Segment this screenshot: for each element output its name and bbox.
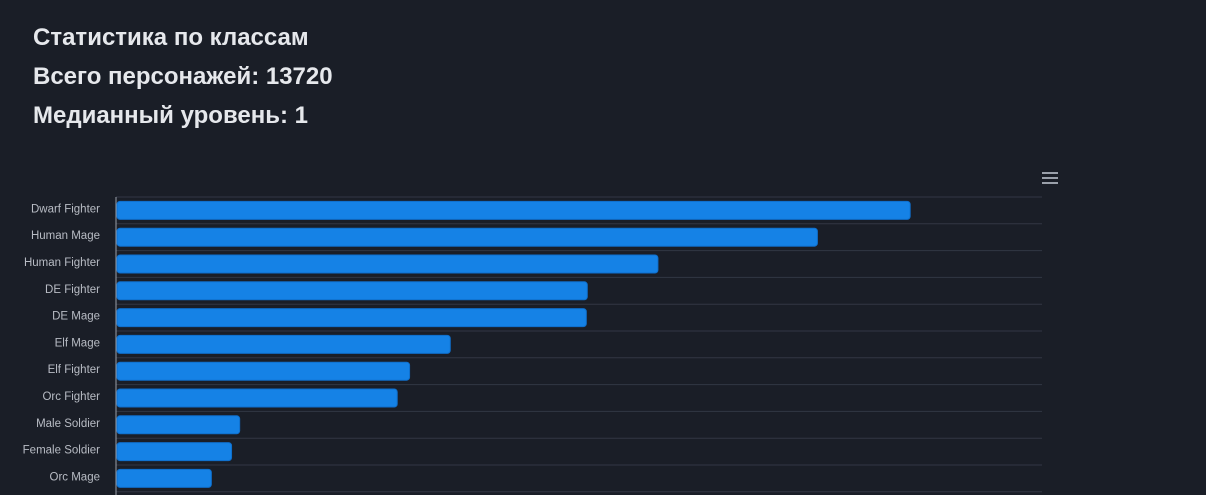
category-label: DE Fighter bbox=[45, 284, 100, 296]
category-label: Male Soldier bbox=[36, 418, 100, 430]
median-level: Медианный уровень: 1 bbox=[33, 102, 308, 129]
total-characters: Всего персонажей: 13720 bbox=[33, 63, 333, 90]
bar-elf-mage bbox=[116, 334, 451, 354]
category-label: Female Soldier bbox=[23, 445, 101, 457]
category-label: Orc Mage bbox=[50, 471, 101, 483]
bar-de-fighter bbox=[116, 281, 588, 301]
page-title: Статистика по классам bbox=[33, 24, 309, 51]
hamburger-menu-icon[interactable] bbox=[1038, 168, 1062, 188]
category-label: Elf Fighter bbox=[48, 364, 101, 376]
bar-human-fighter bbox=[116, 254, 659, 274]
stats-header: Статистика по классам Всего персонажей: … bbox=[33, 18, 333, 135]
bar-de-mage bbox=[116, 308, 587, 328]
category-label: Orc Fighter bbox=[42, 391, 100, 403]
category-label: Human Fighter bbox=[24, 257, 100, 269]
bar-female-soldier bbox=[116, 442, 233, 462]
bar-elf-fighter bbox=[116, 361, 411, 381]
bar-male-soldier bbox=[116, 415, 241, 435]
category-label: Human Mage bbox=[31, 230, 100, 242]
bar-orc-mage bbox=[116, 468, 212, 488]
category-label: Dwarf Fighter bbox=[31, 203, 100, 215]
category-label: Elf Mage bbox=[55, 337, 100, 349]
bar-orc-fighter bbox=[116, 388, 398, 408]
bar-dwarf-fighter bbox=[116, 200, 911, 220]
category-label: DE Mage bbox=[52, 311, 100, 323]
bar-human-mage bbox=[116, 227, 818, 247]
